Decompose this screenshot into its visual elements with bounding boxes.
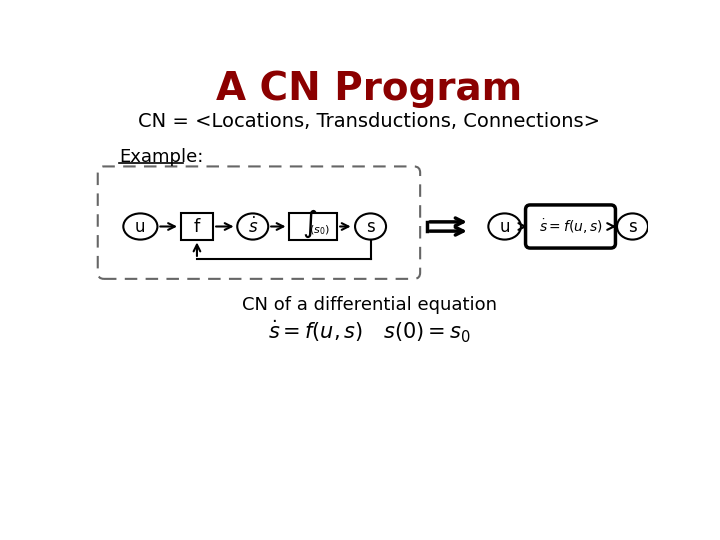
Bar bbox=[289, 213, 337, 240]
Text: $(s_0)$: $(s_0)$ bbox=[309, 224, 330, 237]
Text: CN = <Locations, Transductions, Connections>: CN = <Locations, Transductions, Connecti… bbox=[138, 111, 600, 131]
Ellipse shape bbox=[123, 213, 158, 240]
Text: u: u bbox=[500, 218, 510, 235]
FancyBboxPatch shape bbox=[526, 205, 616, 248]
Bar bbox=[181, 213, 213, 240]
Ellipse shape bbox=[488, 213, 521, 240]
Text: A CN Program: A CN Program bbox=[216, 70, 522, 109]
Text: $\int$: $\int$ bbox=[302, 208, 318, 240]
Text: u: u bbox=[135, 218, 145, 235]
Text: f: f bbox=[194, 218, 200, 235]
Text: $\dot{s} = f(u,s)$: $\dot{s} = f(u,s)$ bbox=[539, 217, 603, 236]
Text: $\dot{s} = f(u,s) \quad s(0) = s_0$: $\dot{s} = f(u,s) \quad s(0) = s_0$ bbox=[268, 319, 470, 345]
Text: s: s bbox=[366, 218, 375, 235]
Text: s: s bbox=[628, 218, 637, 235]
Ellipse shape bbox=[238, 213, 269, 240]
Text: CN of a differential equation: CN of a differential equation bbox=[241, 296, 497, 314]
Ellipse shape bbox=[355, 213, 386, 240]
Text: Example:: Example: bbox=[120, 148, 204, 166]
Ellipse shape bbox=[617, 213, 648, 240]
Text: $\dot{s}$: $\dot{s}$ bbox=[248, 217, 258, 237]
